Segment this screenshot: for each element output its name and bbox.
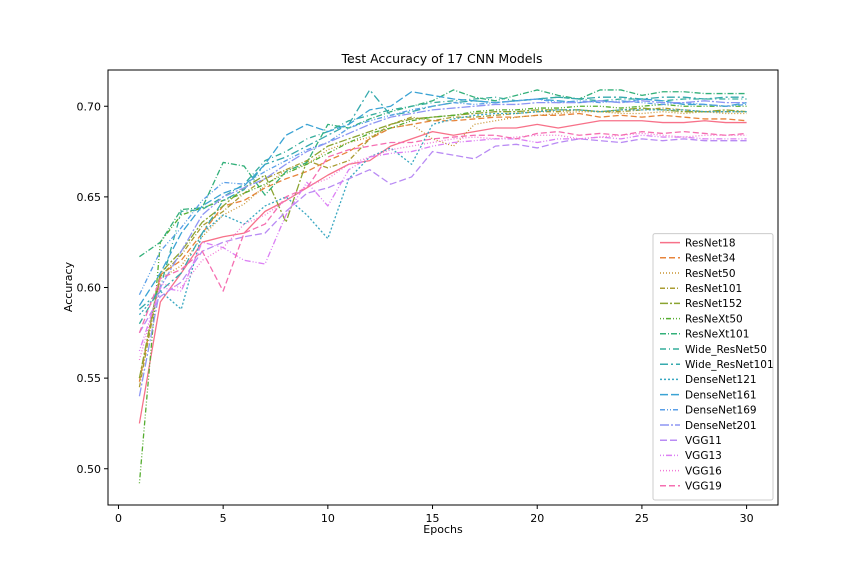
series-line-9 xyxy=(138,109,747,316)
x-tick-label: 10 xyxy=(321,512,335,525)
legend-label: VGG16 xyxy=(685,465,722,477)
legend-label: Wide_ResNet101 xyxy=(685,359,774,371)
x-tick-label: 0 xyxy=(115,512,122,525)
y-axis: 0.50 0.55 0.60 0.65 0.70 xyxy=(77,100,108,476)
y-tick-label: 0.70 xyxy=(77,100,102,113)
y-tick-label: 0.50 xyxy=(77,463,102,476)
x-tick-label: 5 xyxy=(220,512,227,525)
series-line-5 xyxy=(138,103,747,484)
series-line-0 xyxy=(138,120,747,424)
series-line-2 xyxy=(138,111,747,379)
legend: ResNet18 ResNet34 ResNet50 ResNet101 ResNet1… xyxy=(652,233,774,501)
legend-label: ResNet152 xyxy=(685,298,742,310)
legend-label: ResNet50 xyxy=(685,268,736,280)
x-tick-label: 30 xyxy=(740,512,754,525)
legend-label: ResNet18 xyxy=(685,237,736,249)
legend-label: ResNeXt50 xyxy=(685,313,743,325)
plot-area xyxy=(138,89,747,484)
legend-label: DenseNet169 xyxy=(685,405,757,417)
series-line-15 xyxy=(138,132,747,361)
x-axis: 0 5 10 15 20 25 30 xyxy=(115,505,754,525)
x-tick-label: 20 xyxy=(530,512,544,525)
series-line-6 xyxy=(139,89,747,258)
series-line-4 xyxy=(138,107,747,379)
legend-label: VGG13 xyxy=(685,450,722,462)
x-axis-label: Epochs xyxy=(423,523,463,536)
legend-label: VGG19 xyxy=(685,481,722,493)
legend-label: Wide_ResNet50 xyxy=(685,344,767,356)
series-line-3 xyxy=(138,107,747,388)
series-line-13 xyxy=(138,138,747,334)
y-tick-label: 0.60 xyxy=(77,282,102,295)
x-tick-label: 25 xyxy=(635,512,649,525)
legend-label: ResNeXt101 xyxy=(685,329,749,341)
series-line-1 xyxy=(138,112,747,382)
y-axis-label: Accuracy xyxy=(62,261,75,312)
y-tick-label: 0.55 xyxy=(77,372,102,385)
legend-label: DenseNet161 xyxy=(685,389,757,401)
series-line-14 xyxy=(138,134,747,352)
legend-label: DenseNet121 xyxy=(685,374,757,386)
legend-label: ResNet101 xyxy=(685,283,742,295)
series-line-10 xyxy=(138,91,747,306)
y-tick-label: 0.65 xyxy=(77,191,102,204)
legend-label: ResNet34 xyxy=(685,253,736,265)
series-line-16 xyxy=(138,130,747,334)
legend-label: DenseNet201 xyxy=(685,420,757,432)
series-line-11 xyxy=(138,98,747,296)
legend-label: VGG11 xyxy=(685,435,722,447)
x-tick-label: 15 xyxy=(426,512,440,525)
legend-box xyxy=(652,233,774,501)
chart-title: Test Accuracy of 17 CNN Models xyxy=(341,51,543,66)
series-line-12 xyxy=(138,100,747,397)
